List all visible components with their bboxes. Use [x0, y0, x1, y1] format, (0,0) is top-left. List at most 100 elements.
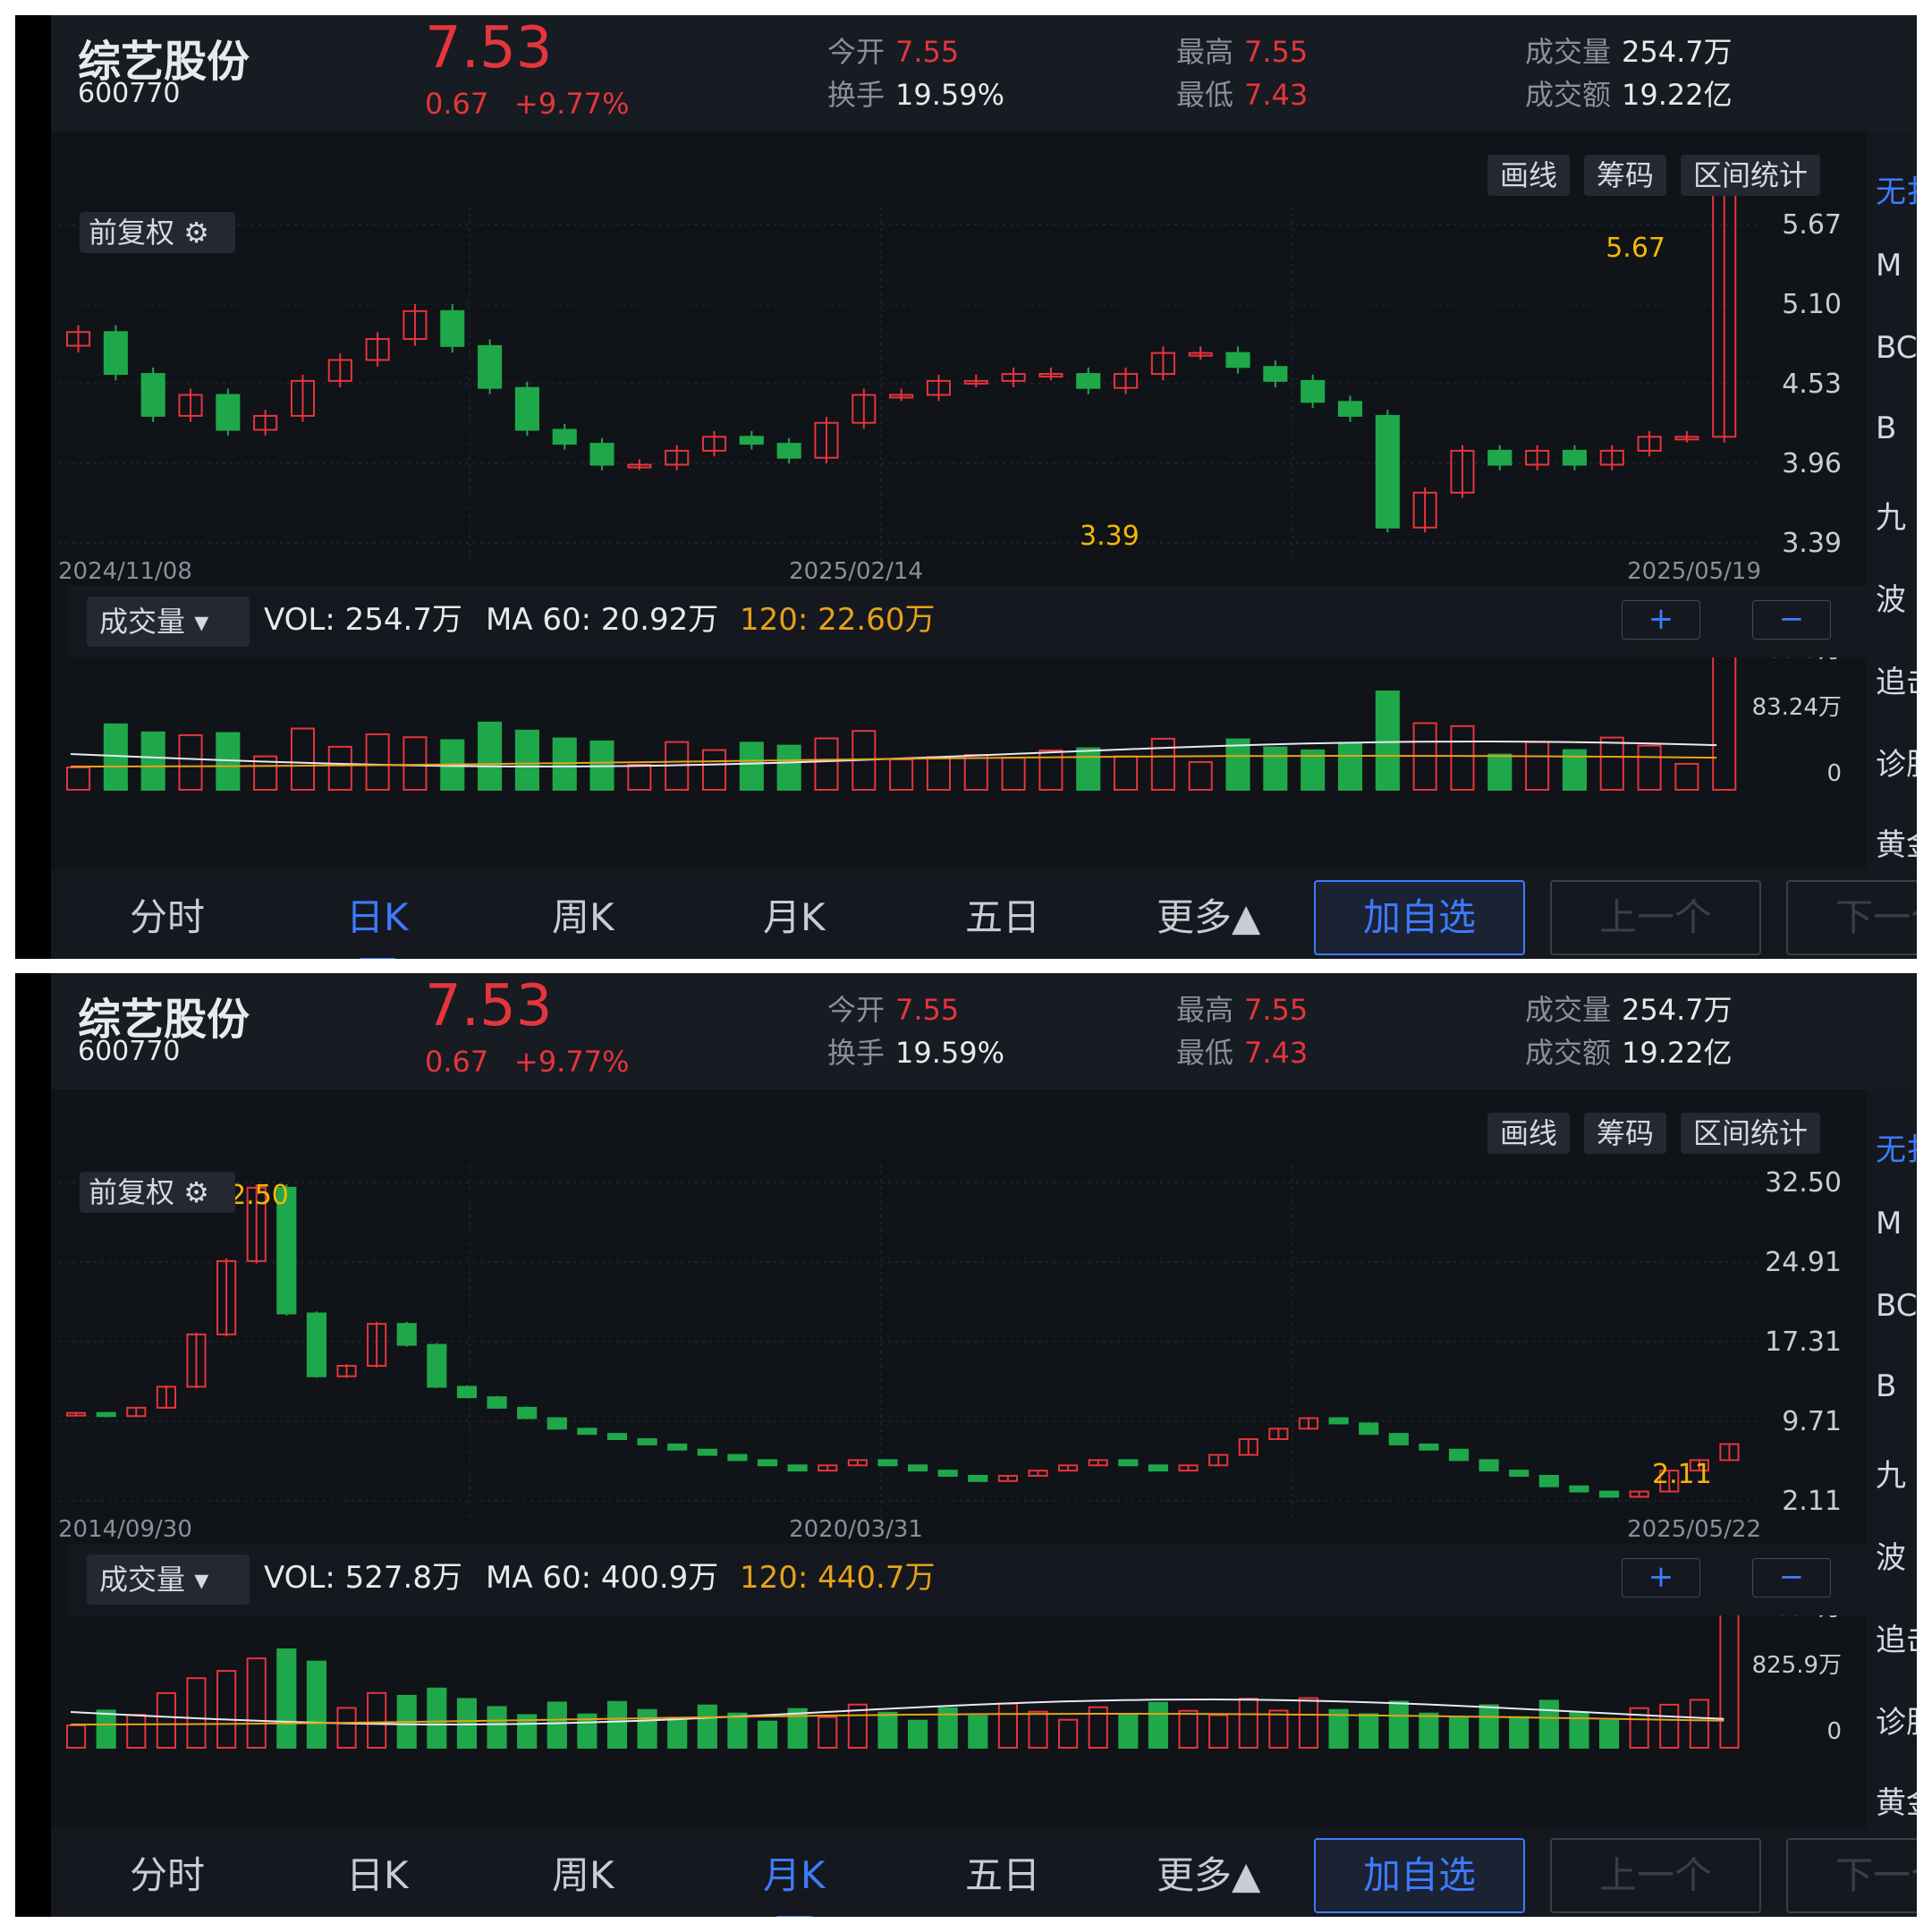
volume-bar — [1208, 1714, 1229, 1750]
volume-bar — [727, 1712, 748, 1750]
draw-line-button[interactable]: 画线 — [1487, 155, 1571, 196]
sidebar-item-5[interactable]: 波 — [1876, 1540, 1906, 1576]
sidebar-item-5[interactable]: 波 — [1876, 582, 1906, 618]
tab-more[interactable]: 更多▲ — [1157, 895, 1261, 939]
candle — [126, 1406, 147, 1418]
candle — [1487, 449, 1513, 466]
sidebar-item-8[interactable]: 黄金 — [1876, 1785, 1917, 1821]
volume-bar — [1509, 1716, 1530, 1750]
sidebar-item-1[interactable]: M — [1876, 248, 1902, 284]
volume-bar — [1599, 736, 1624, 792]
chips-button[interactable]: 筹码 — [1584, 155, 1667, 196]
candle — [1188, 352, 1213, 357]
zoom-in-button[interactable]: + — [1622, 600, 1700, 640]
range-stats-button[interactable]: 区间统计 — [1681, 155, 1821, 196]
sidebar-item-7[interactable]: 诊股 — [1876, 747, 1917, 783]
sidebar-item-2[interactable]: BC — [1876, 1288, 1917, 1324]
candle — [667, 1443, 688, 1451]
sidebar-item-3[interactable]: B — [1876, 411, 1897, 446]
draw-line-button[interactable]: 画线 — [1487, 1113, 1571, 1154]
sidebar-item-7[interactable]: 诊股 — [1876, 1705, 1917, 1741]
sidebar-item-0[interactable]: 无扌 — [1876, 174, 1917, 210]
tab-five-day[interactable]: 五日 — [965, 895, 1041, 939]
candle — [306, 1312, 327, 1377]
tab-weekly-k[interactable]: 周K — [552, 895, 614, 939]
add-watchlist-button[interactable]: 加自选 — [1314, 880, 1525, 955]
sidebar-item-4[interactable]: 九 — [1876, 500, 1906, 536]
kline-chart[interactable]: 32.50 24.91 17.31 9.71 2.11 2014/09/30 2020/03… — [51, 1089, 1855, 1839]
add-watchlist-button[interactable]: 加自选 — [1314, 1838, 1525, 1913]
volume-tick-label: 83.24万 — [1752, 694, 1842, 721]
ma60-value: MA 60: 400.9万 — [486, 1560, 719, 1596]
tab-daily-k[interactable]: 日K — [346, 887, 409, 959]
volume-bar — [701, 749, 727, 792]
candle — [963, 379, 988, 385]
sidebar-item-3[interactable]: B — [1876, 1368, 1897, 1404]
candle — [1598, 1490, 1620, 1498]
sidebar-item-1[interactable]: M — [1876, 1206, 1902, 1241]
period-tabs: 分时 日K 周K 月K 五日 更多▲ 加自选 上一个 下一个 — [51, 869, 1917, 959]
zoom-in-button[interactable]: + — [1622, 1558, 1700, 1597]
volume-bar — [1301, 749, 1326, 791]
price-tick-label: 4.53 — [1782, 369, 1842, 400]
sidebar-item-6[interactable]: 追击 — [1876, 665, 1917, 700]
candle — [1359, 1422, 1379, 1436]
volume-bar — [1038, 750, 1063, 791]
volume-bar — [1238, 1698, 1258, 1749]
sidebar-item-2[interactable]: BC — [1876, 330, 1917, 366]
volume-indicator-select[interactable]: 成交量 ▾ — [87, 1555, 250, 1605]
volume-indicator-select[interactable]: 成交量 ▾ — [87, 597, 250, 647]
volume-bar — [776, 744, 801, 792]
price-tick-label: 17.31 — [1765, 1326, 1842, 1358]
candle — [757, 1459, 778, 1467]
volume-bar — [1298, 1697, 1319, 1750]
next-stock-button[interactable]: 下一个 — [1786, 1838, 1917, 1913]
volume-bar — [1058, 1718, 1079, 1750]
sidebar-item-0[interactable]: 无扌 — [1876, 1132, 1917, 1168]
candle — [701, 436, 727, 452]
candle — [1629, 1490, 1649, 1498]
range-stats-button[interactable]: 区间统计 — [1681, 1113, 1821, 1154]
caret-down-icon: ▾ — [194, 1563, 209, 1597]
stat-volume: 成交量 254.7万 — [1525, 35, 1733, 69]
price-change: 0.67 — [425, 1045, 489, 1079]
candle — [1674, 436, 1699, 441]
previous-stock-button[interactable]: 上一个 — [1550, 880, 1761, 955]
chips-button[interactable]: 筹码 — [1584, 1113, 1667, 1154]
tab-intraday[interactable]: 分时 — [130, 1853, 206, 1897]
volume-bar — [818, 1716, 838, 1750]
candle — [547, 1417, 567, 1430]
sidebar-item-4[interactable]: 九 — [1876, 1458, 1906, 1494]
volume-bar — [1538, 1699, 1559, 1750]
tab-intraday[interactable]: 分时 — [130, 895, 206, 939]
candle — [697, 1448, 717, 1456]
tab-weekly-k[interactable]: 周K — [552, 1853, 614, 1897]
candle — [1208, 1453, 1229, 1467]
candle — [1268, 1428, 1289, 1441]
volume-bar — [1148, 1701, 1169, 1750]
sidebar-item-6[interactable]: 追击 — [1876, 1623, 1917, 1658]
next-stock-button[interactable]: 下一个 — [1786, 880, 1917, 955]
kline-chart[interactable]: 5.67 5.10 4.53 3.96 3.39 2024/11/08 2025/02/14… — [51, 131, 1855, 881]
candle — [1225, 352, 1250, 369]
tab-five-day[interactable]: 五日 — [965, 1853, 1041, 1897]
zoom-out-button[interactable]: − — [1752, 1558, 1831, 1597]
volume-bar — [456, 1698, 478, 1750]
tab-monthly-k[interactable]: 月K — [763, 895, 826, 939]
previous-stock-button[interactable]: 上一个 — [1550, 1838, 1761, 1913]
active-tab-indicator — [774, 1916, 814, 1917]
tab-monthly-k[interactable]: 月K — [763, 1845, 826, 1917]
candle — [1689, 1459, 1709, 1472]
stat-high: 最高 7.55 — [1176, 35, 1309, 69]
zoom-out-button[interactable]: − — [1752, 600, 1831, 640]
candle — [1118, 1459, 1139, 1467]
adjust-selector[interactable]: 前复权 ⚙ — [80, 212, 235, 253]
adjust-selector[interactable]: 前复权 ⚙ — [80, 1172, 235, 1213]
candle — [589, 443, 614, 466]
volume-ma60-line — [70, 740, 1717, 767]
volume-bar — [814, 737, 839, 791]
tab-more[interactable]: 更多▲ — [1157, 1853, 1261, 1897]
tab-daily-k[interactable]: 日K — [346, 1853, 409, 1897]
candle — [1419, 1443, 1439, 1451]
sidebar-item-8[interactable]: 黄金 — [1876, 827, 1917, 863]
